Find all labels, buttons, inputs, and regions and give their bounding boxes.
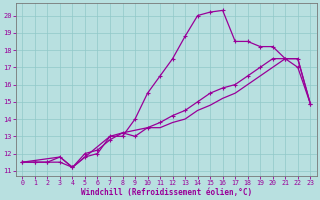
X-axis label: Windchill (Refroidissement éolien,°C): Windchill (Refroidissement éolien,°C) bbox=[81, 188, 252, 197]
